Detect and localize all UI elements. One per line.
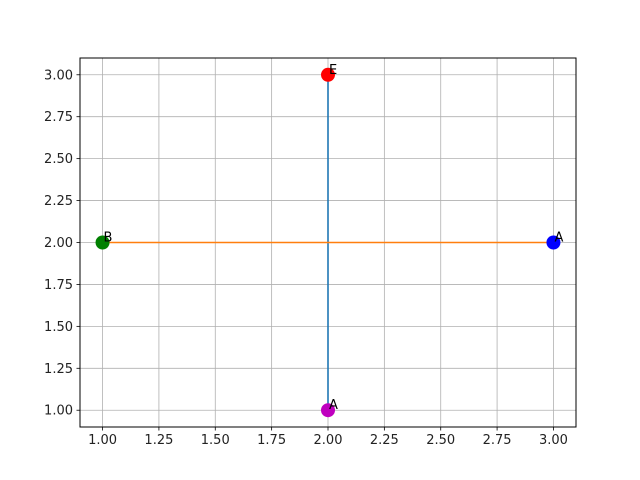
x-tick-label: 1.25	[144, 433, 173, 448]
scatter-point	[95, 235, 110, 250]
x-tick-label: 2.00	[314, 433, 343, 448]
y-tick-label: 1.75	[44, 278, 73, 293]
y-tick-label: 2.50	[44, 152, 73, 167]
y-tick-label: 2.00	[44, 236, 73, 251]
x-tick-label: 2.50	[426, 433, 455, 448]
point-labels: A B E A	[104, 63, 564, 413]
y-tick-label: 1.00	[44, 404, 73, 419]
x-tick-label: 2.75	[483, 433, 512, 448]
point-label: E	[329, 63, 337, 78]
scatter-point	[321, 67, 335, 82]
x-tick-label: 3.00	[539, 433, 568, 448]
point-label: A	[329, 398, 338, 413]
scatter-point	[321, 403, 335, 418]
point-label: A	[554, 231, 563, 246]
x-tick-label: 2.25	[370, 433, 399, 448]
y-tick-label: 2.25	[44, 194, 73, 209]
x-axis-ticks: 1.00 1.25 1.50 1.75 2.00 2.25 2.50 2.75 3.00	[88, 427, 568, 448]
y-tick-label: 2.75	[44, 110, 73, 125]
y-tick-label: 3.00	[44, 68, 73, 83]
point-label: B	[104, 231, 113, 246]
x-tick-label: 1.00	[88, 433, 117, 448]
connector-lines	[102, 74, 554, 411]
x-tick-label: 1.75	[257, 433, 286, 448]
y-tick-label: 1.25	[44, 362, 73, 377]
data-points	[95, 67, 561, 418]
y-axis-ticks: 1.00 1.25 1.50 1.75 2.00 2.25 2.50 2.75 3.00	[44, 68, 80, 419]
scatter-point	[546, 235, 561, 250]
y-tick-label: 1.50	[44, 320, 73, 335]
x-tick-label: 1.50	[201, 433, 230, 448]
